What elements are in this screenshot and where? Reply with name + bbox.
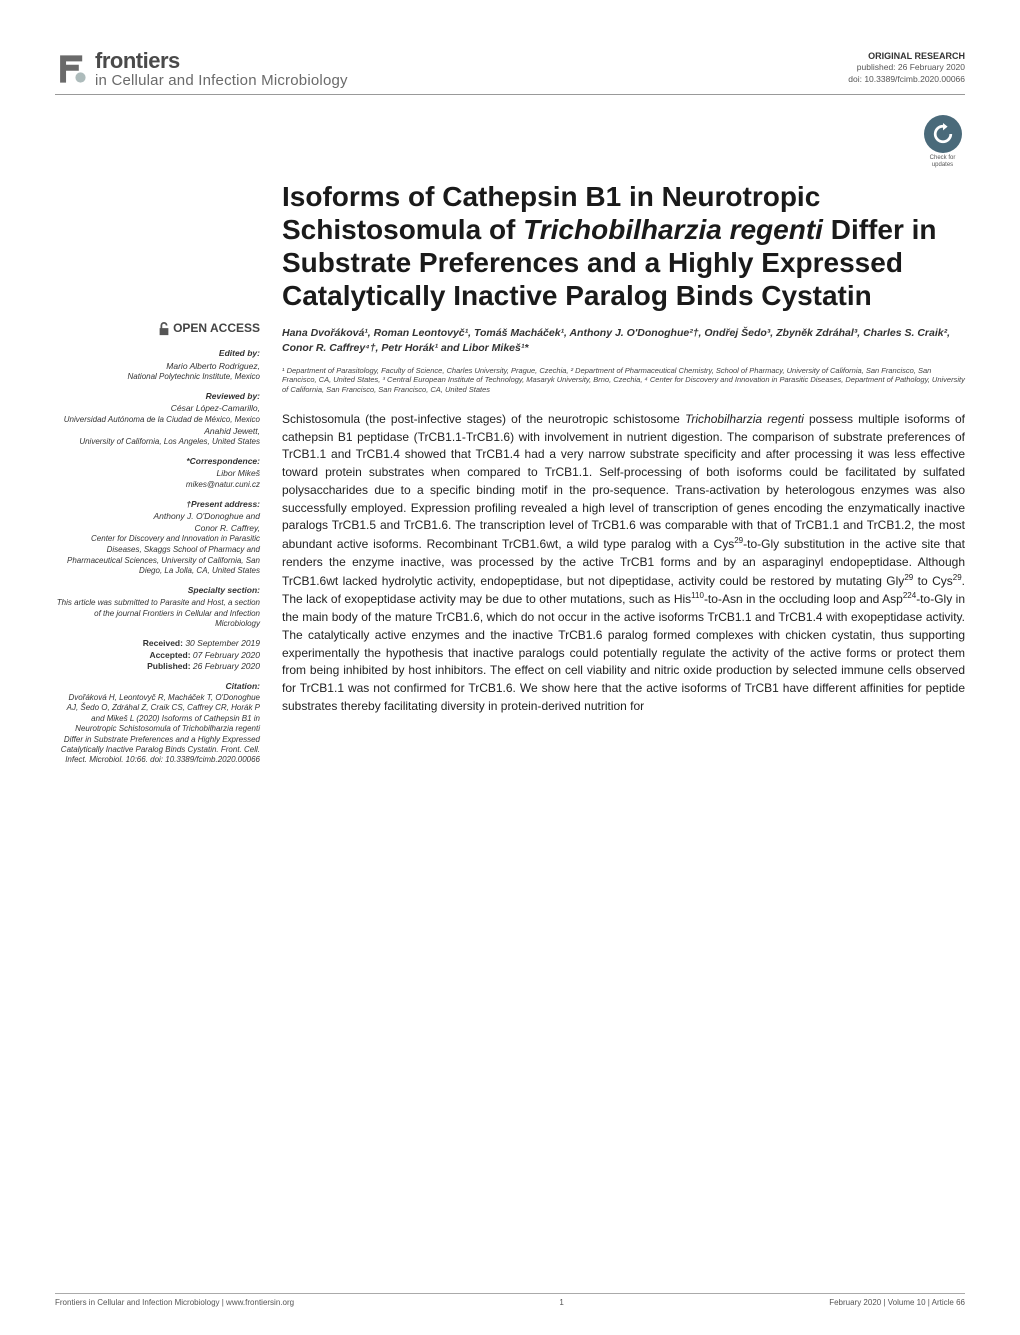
article-title: Isoforms of Cathepsin B1 in Neurotropic … [282,180,965,312]
reviewer-1-affiliation: Universidad Autónoma de la Ciudad de Méx… [55,415,260,426]
abstract-sup4: 110 [691,591,704,600]
header: frontiers in Cellular and Infection Micr… [55,50,965,95]
footer-left: Frontiers in Cellular and Infection Micr… [55,1298,294,1307]
abstract-sup3: 29 [953,573,962,582]
correspondence-label: *Correspondence: [55,456,260,467]
abstract-text-d: to Cys [913,574,953,588]
citation-text: Dvořáková H, Leontovyč R, Macháček T, O'… [55,693,260,766]
abstract-text-b: possess multiple isoforms of cathepsin B… [282,412,965,551]
received-date: 30 September 2019 [183,638,260,648]
abstract: Schistosomula (the post-infective stages… [282,411,965,716]
edited-by-label: Edited by: [55,348,260,359]
specialty-text: This article was submitted to Parasite a… [55,598,260,630]
check-for-updates-button[interactable]: Check for updates [920,115,965,168]
check-updates-label: Check for updates [920,155,965,168]
abstract-sup2: 29 [904,573,913,582]
received-label: Received: [143,638,183,648]
published-date: 26 February 2020 [191,661,260,671]
abstract-sup5: 224 [903,591,916,600]
accepted-label: Accepted: [149,650,190,660]
editor-affiliation: National Polytechnic Institute, Mexico [55,372,260,383]
citation-label: Citation: [55,681,260,692]
published-line: published: 26 February 2020 [848,62,965,73]
sidebar-metadata: OPEN ACCESS Edited by: Mario Alberto Rod… [55,180,260,766]
frontiers-logo-icon [55,52,89,86]
open-access-icon [158,322,170,336]
main-content: Isoforms of Cathepsin B1 in Neurotropic … [282,180,965,766]
present-address-label: †Present address: [55,499,260,510]
published-label: Published: [147,661,190,671]
title-species: Trichobilharzia regenti [523,214,823,245]
accepted-date: 07 February 2020 [191,650,260,660]
corresponding-author: Libor Mikeš [55,468,260,479]
check-updates-icon [924,115,962,153]
doi-line: doi: 10.3389/fcimb.2020.00066 [848,74,965,85]
publication-metadata: ORIGINAL RESEARCH published: 26 February… [848,50,965,85]
page-footer: Frontiers in Cellular and Infection Micr… [55,1293,965,1307]
reviewer-2-affiliation: University of California, Los Angeles, U… [55,437,260,448]
footer-right: February 2020 | Volume 10 | Article 66 [829,1298,965,1307]
reviewer-1-name: César López-Camarillo, [55,403,260,414]
corresponding-email: mikes@natur.cuni.cz [55,480,260,491]
present-name-2: Conor R. Caffrey, [55,523,260,534]
logo-main-text: frontiers [95,50,348,72]
open-access-text: OPEN ACCESS [173,321,260,335]
reviewed-by-label: Reviewed by: [55,391,260,402]
open-access-badge: OPEN ACCESS [55,320,260,336]
footer-page-number: 1 [559,1298,563,1307]
abstract-text-f: -to-Asn in the occluding loop and Asp [704,592,903,606]
specialty-label: Specialty section: [55,585,260,596]
reviewer-2-name: Anahid Jewett, [55,426,260,437]
present-name-1: Anthony J. O'Donoghue and [55,511,260,522]
journal-logo: frontiers in Cellular and Infection Micr… [55,50,348,88]
research-type: ORIGINAL RESEARCH [848,50,965,62]
abstract-text-a: Schistosomula (the post-infective stages… [282,412,685,426]
logo-sub-text: in Cellular and Infection Microbiology [95,73,348,88]
abstract-species: Trichobilharzia regenti [685,412,804,426]
affiliation-list: ¹ Department of Parasitology, Faculty of… [282,366,965,395]
author-list: Hana Dvořáková¹, Roman Leontovyč¹, Tomáš… [282,326,965,355]
abstract-text-g: -to-Gly in the main body of the mature T… [282,592,965,713]
editor-name: Mario Alberto Rodriguez, [55,361,260,372]
abstract-sup1: 29 [734,536,743,545]
present-affiliation: Center for Discovery and Innovation in P… [55,534,260,577]
